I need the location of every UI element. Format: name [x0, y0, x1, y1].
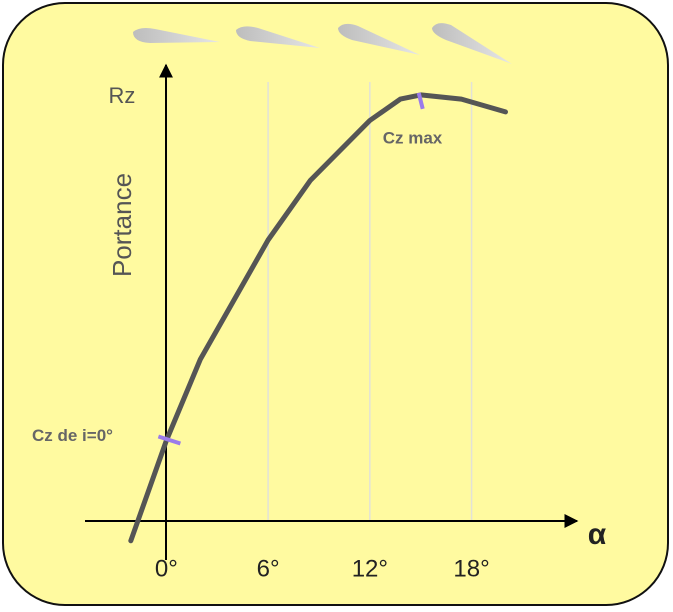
- y-label: Rz: [109, 83, 136, 108]
- x-tick-label: 12°: [352, 555, 388, 582]
- x-label: α: [588, 518, 607, 551]
- y-title: Portance: [107, 173, 137, 277]
- chart: Rz Portance α 0° 6° 12° 18° Cz max Cz de i=0°: [0, 0, 673, 612]
- annotation: Cz max: [383, 128, 443, 147]
- x-tick-label: 6°: [257, 555, 280, 582]
- x-tick-label: 0°: [155, 555, 178, 582]
- panel: [3, 3, 668, 605]
- x-tick-label: 18°: [453, 555, 489, 582]
- annotation: Cz de i=0°: [32, 426, 113, 445]
